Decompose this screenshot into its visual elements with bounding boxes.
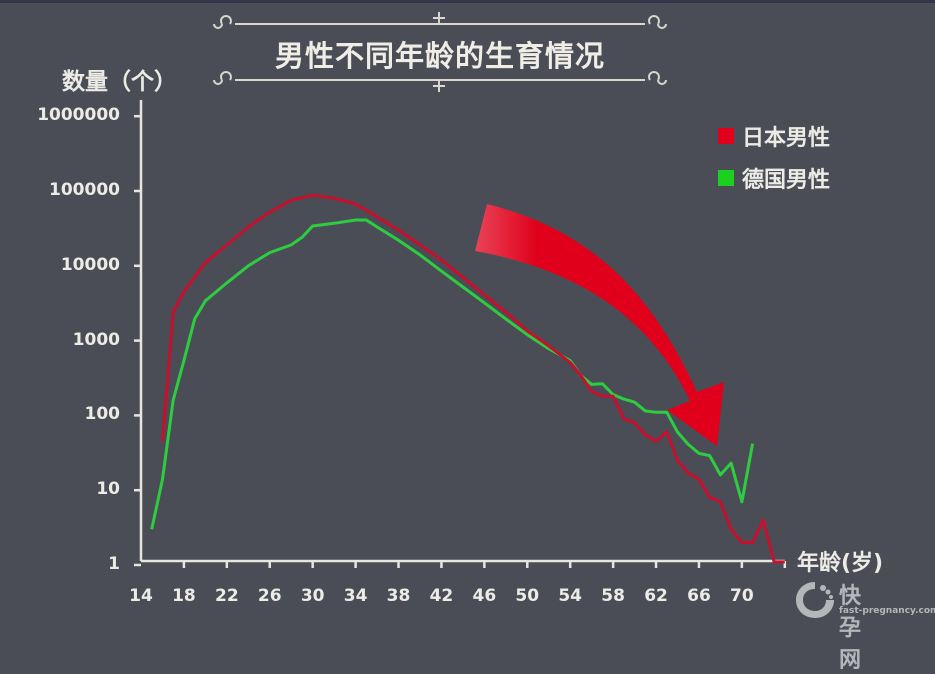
- legend-label-germany: 德国男性: [742, 168, 831, 193]
- watermark: 快孕网 fast-pregnancy.com: [793, 578, 935, 673]
- x-tick-label: 62: [644, 586, 668, 606]
- x-tick-label: 26: [257, 586, 282, 606]
- axes-lines: [134, 100, 787, 568]
- x-tick-label: 18: [172, 586, 196, 606]
- legend-swatch-red: [718, 128, 734, 144]
- x-tick-label: 42: [429, 586, 454, 606]
- footprint-logo-icon: [796, 582, 834, 618]
- y-tick-label: 1: [108, 554, 120, 574]
- x-tick-label: 50: [515, 586, 540, 606]
- x-tick-label: 30: [300, 586, 325, 606]
- x-axis-label: 年龄(岁): [797, 551, 884, 576]
- x-tick-label: 38: [386, 586, 411, 606]
- x-tick-label: 66: [687, 586, 711, 606]
- legend-item-japan: 日本男性: [718, 115, 830, 157]
- x-tick-label: 46: [472, 586, 497, 606]
- y-tick-label: 10000: [60, 254, 120, 275]
- x-tick-label: 22: [214, 586, 239, 606]
- x-tick-label: 14: [129, 586, 153, 606]
- plot-area: [134, 100, 787, 568]
- trend-arrow-icon: [475, 204, 724, 446]
- x-tick-label: 54: [558, 586, 583, 606]
- y-tick-label: 100000: [49, 180, 120, 200]
- title-ornament: [213, 12, 667, 92]
- series-line-germany: [150, 218, 755, 530]
- x-tick-label: 58: [601, 586, 625, 606]
- y-axis-label: 数量（个）: [62, 69, 177, 95]
- watermark-url: fast-pregnancy.com: [839, 606, 935, 616]
- legend-label-japan: 日本男性: [742, 126, 831, 151]
- series-line-japan: [161, 193, 785, 564]
- legend-item-germany: 德国男性: [718, 157, 830, 199]
- x-tick-label: 70: [730, 586, 754, 606]
- y-tick-label: 10: [96, 479, 120, 500]
- legend-swatch-green: [718, 170, 734, 186]
- y-tick-label: 1000000: [37, 105, 120, 126]
- legend: 日本男性 德国男性: [718, 115, 830, 199]
- y-tick-label: 100: [84, 404, 121, 425]
- y-tick-label: 1000: [72, 329, 120, 350]
- top-strip: [0, 0, 935, 3]
- watermark-name: 快孕网: [839, 584, 863, 673]
- x-tick-label: 34: [343, 586, 368, 606]
- chart-title: 男性不同年龄的生育情况: [274, 39, 605, 73]
